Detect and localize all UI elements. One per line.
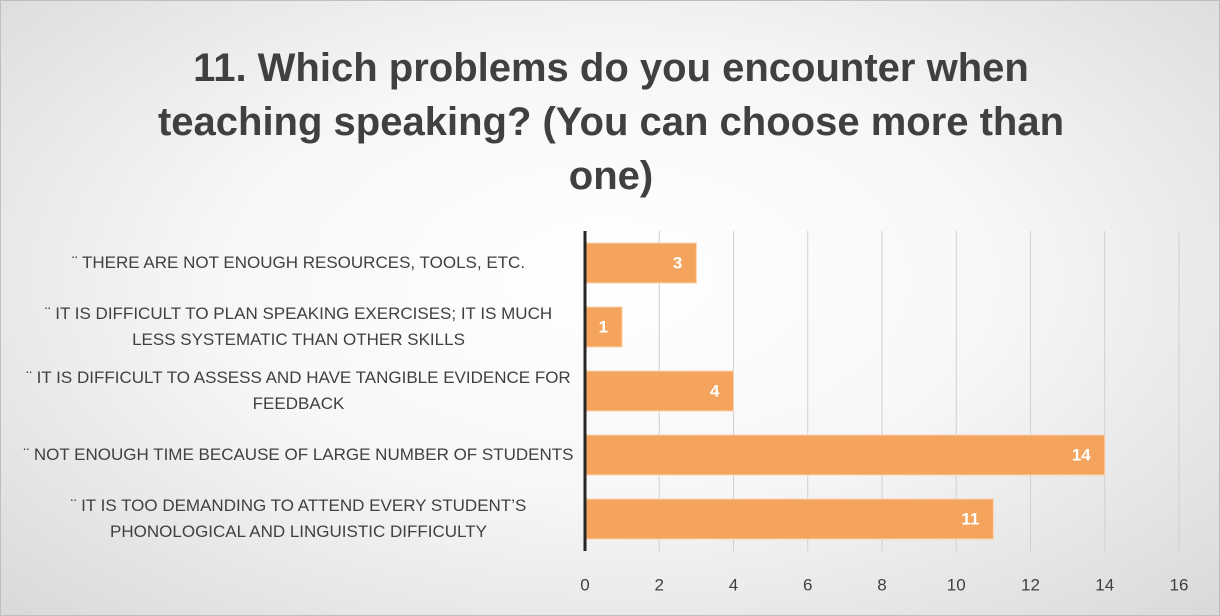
value-label: 11 bbox=[961, 509, 979, 528]
y-tick-label: ¨ THERE ARE NOT ENOUGH RESOURCES, TOOLS,… bbox=[71, 253, 526, 272]
x-tick-label: 12 bbox=[1021, 575, 1040, 594]
chart-title: 11. Which problems do you encounter when… bbox=[157, 46, 1065, 198]
x-tick-label: 10 bbox=[947, 575, 966, 594]
x-tick-label: 16 bbox=[1170, 575, 1189, 594]
y-tick-label: ¨ IT IS DIFFICULT TO PLAN SPEAKING EXERC… bbox=[44, 304, 553, 349]
bar bbox=[584, 434, 1106, 476]
value-label: 14 bbox=[1072, 445, 1091, 464]
value-label: 3 bbox=[673, 253, 682, 272]
x-tick-label: 2 bbox=[655, 575, 664, 594]
x-tick-label: 14 bbox=[1095, 575, 1114, 594]
bar bbox=[584, 242, 697, 284]
y-tick-label: ¨ NOT ENOUGH TIME BECAUSE OF LARGE NUMBE… bbox=[23, 445, 574, 464]
x-tick-label: 6 bbox=[803, 575, 812, 594]
x-tick-label: 8 bbox=[877, 575, 886, 594]
x-tick-label: 0 bbox=[580, 575, 589, 594]
bar bbox=[584, 498, 994, 540]
bar bbox=[584, 306, 623, 348]
value-label: 4 bbox=[710, 381, 720, 400]
y-tick-label: ¨ IT IS TOO DEMANDING TO ATTEND EVERY ST… bbox=[70, 496, 527, 541]
x-tick-label: 4 bbox=[729, 575, 738, 594]
value-label: 1 bbox=[599, 317, 608, 336]
y-tick-label: ¨ IT IS DIFFICULT TO ASSESS AND HAVE TAN… bbox=[26, 368, 571, 413]
